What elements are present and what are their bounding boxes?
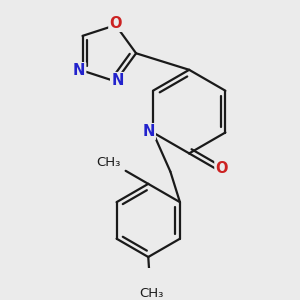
Text: N: N: [73, 63, 85, 78]
Text: O: O: [110, 16, 122, 31]
Text: N: N: [142, 124, 155, 139]
Text: N: N: [111, 73, 124, 88]
Text: O: O: [215, 161, 228, 176]
Text: CH₃: CH₃: [96, 156, 120, 169]
Text: CH₃: CH₃: [140, 286, 164, 300]
